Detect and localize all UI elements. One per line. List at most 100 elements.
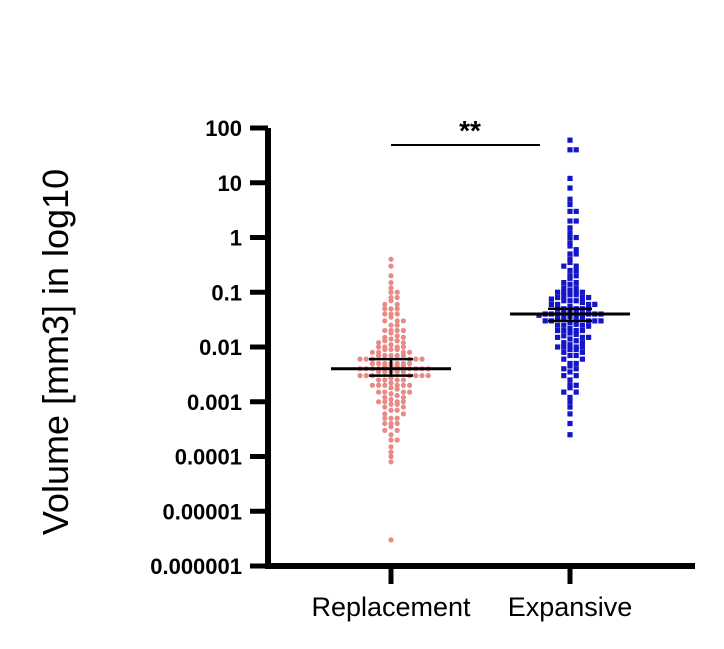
replacement-point	[394, 392, 400, 399]
expansive-point	[567, 377, 573, 383]
expansive-point	[573, 366, 579, 372]
expansive-point	[561, 280, 567, 286]
replacement-point	[388, 380, 394, 386]
replacement-point	[394, 294, 400, 301]
y-axis-title: Volume [mm3] in log10	[35, 169, 76, 535]
expansive-point	[573, 352, 579, 359]
expansive-point	[567, 352, 573, 359]
expansive-point	[573, 346, 579, 353]
expansive-point	[573, 263, 579, 269]
replacement-point	[394, 377, 400, 383]
replacement-point	[394, 415, 400, 421]
replacement-point	[388, 314, 394, 320]
expansive-point	[573, 251, 579, 257]
replacement-point	[382, 382, 388, 388]
y-tick-label: 1	[230, 226, 242, 251]
replacement-point	[400, 382, 406, 388]
replacement-point	[376, 389, 382, 395]
expansive-point	[561, 340, 567, 346]
replacement-point	[400, 318, 406, 324]
replacement-point	[388, 449, 394, 455]
expansive-point	[567, 404, 573, 410]
replacement-point	[400, 399, 406, 405]
y-tick-label: 100	[205, 116, 242, 141]
replacement-point	[388, 285, 394, 291]
replacement-point	[400, 334, 406, 340]
expansive-point	[567, 303, 573, 310]
replacement-point	[394, 407, 400, 413]
replacement-point	[394, 352, 400, 359]
expansive-point	[561, 366, 567, 372]
replacement-point	[382, 306, 388, 312]
expansive-point	[567, 292, 573, 298]
replacement-point	[382, 415, 388, 421]
replacement-point	[394, 369, 400, 375]
replacement-point	[388, 537, 394, 543]
replacement-point	[407, 360, 413, 367]
replacement-point	[357, 373, 363, 379]
replacement-point	[394, 306, 400, 312]
replacement-point	[376, 344, 382, 350]
replacement-point	[388, 401, 394, 407]
replacement-point	[407, 349, 413, 355]
replacement-point	[394, 363, 400, 369]
x-category-label: Expansive	[508, 592, 633, 622]
expansive-point	[567, 175, 573, 182]
replacement-point	[400, 404, 406, 410]
expansive-point	[573, 218, 579, 224]
replacement-point	[400, 344, 406, 350]
replacement-point	[382, 420, 388, 427]
data-points	[357, 137, 604, 543]
replacement-point	[382, 427, 388, 433]
replacement-point	[388, 289, 394, 295]
replacement-point	[394, 427, 400, 433]
replacement-point	[388, 330, 394, 336]
expansive-point	[567, 363, 573, 369]
replacement-point	[388, 280, 394, 286]
replacement-point	[407, 382, 413, 388]
replacement-point	[376, 360, 382, 367]
replacement-point	[376, 340, 382, 346]
expansive-point	[573, 208, 579, 214]
expansive-point	[567, 196, 573, 202]
replacement-point	[369, 382, 375, 388]
expansive-point	[561, 314, 567, 320]
expansive-point	[567, 185, 573, 191]
replacement-point	[425, 373, 431, 379]
expansive-point	[561, 373, 567, 379]
replacement-point	[394, 386, 400, 392]
replacement-point	[388, 256, 394, 262]
y-tick-label: 0.00001	[162, 499, 242, 524]
replacement-point	[400, 377, 406, 383]
replacement-point	[357, 356, 363, 362]
expansive-point	[561, 263, 567, 269]
expansive-point	[567, 137, 573, 143]
replacement-point	[376, 377, 382, 383]
replacement-point	[413, 356, 419, 362]
replacement-point	[382, 399, 388, 405]
expansive-point	[555, 301, 561, 307]
expansive-point	[573, 360, 579, 367]
expansive-point	[579, 344, 585, 350]
expansive-point	[579, 289, 585, 295]
expansive-point	[567, 256, 573, 262]
expansive-point	[586, 323, 592, 329]
replacement-point	[388, 346, 394, 353]
expansive-point	[561, 285, 567, 291]
expansive-point	[573, 298, 579, 304]
expansive-point	[573, 331, 579, 337]
expansive-point	[573, 382, 579, 388]
expansive-point	[561, 298, 567, 304]
replacement-point	[369, 349, 375, 355]
replacement-point	[382, 363, 388, 369]
replacement-point	[388, 415, 394, 421]
replacement-point	[388, 352, 394, 359]
replacement-point	[388, 432, 394, 438]
expansive-point	[573, 285, 579, 291]
replacement-point	[400, 327, 406, 334]
replacement-point	[382, 327, 388, 334]
expansive-point	[567, 346, 573, 353]
expansive-point	[567, 385, 573, 391]
replacement-point	[388, 306, 394, 312]
